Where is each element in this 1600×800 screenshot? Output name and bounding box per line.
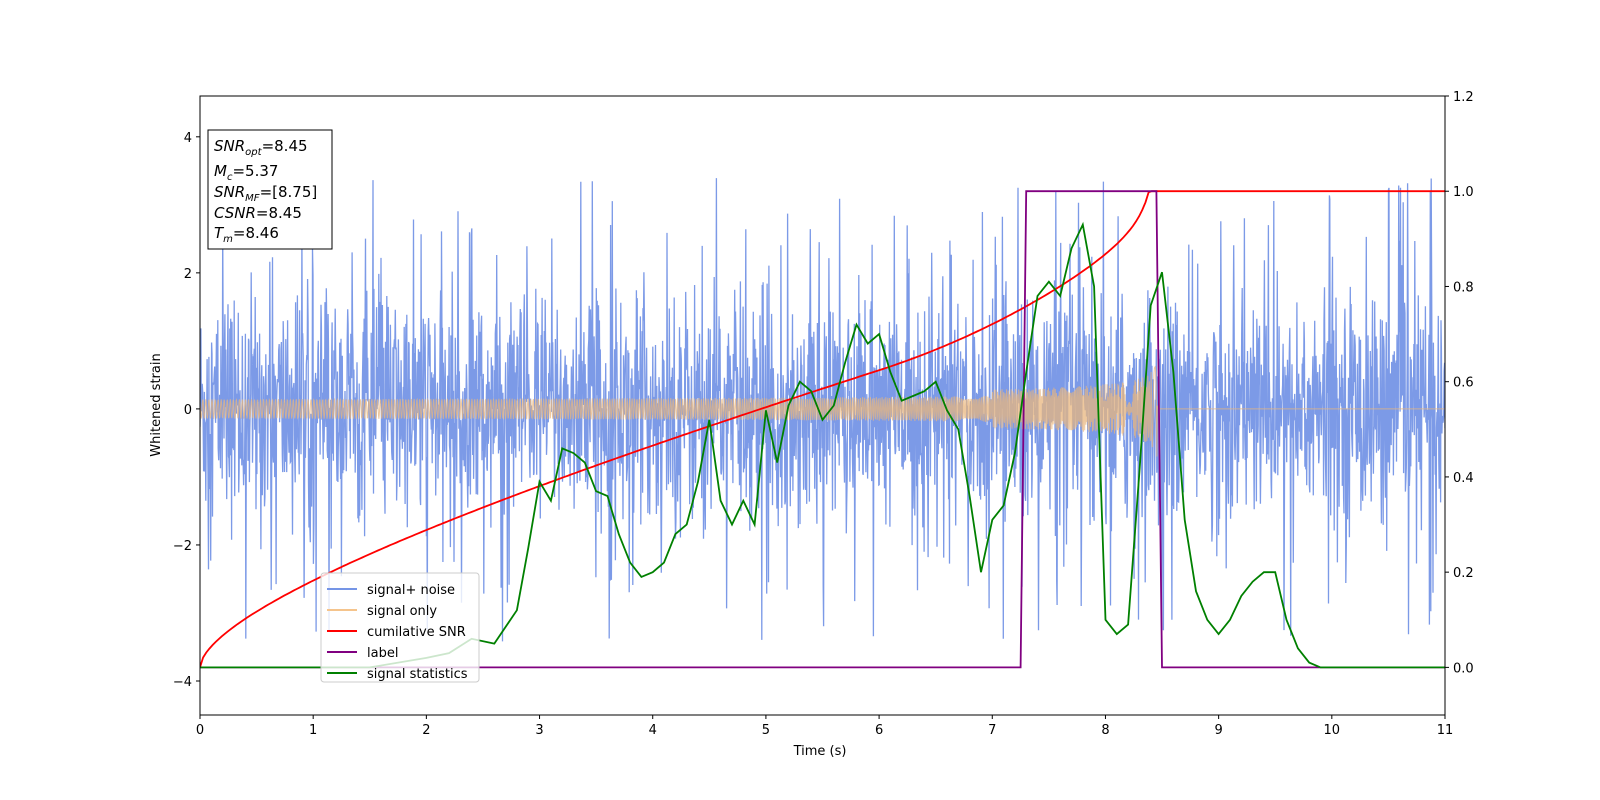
legend-label: cumilative SNR bbox=[367, 625, 466, 640]
x-tick-label: 10 bbox=[1324, 723, 1341, 738]
y-axis-left: 4 2 0 −2 −4 bbox=[173, 131, 200, 690]
series-signal-statistics bbox=[200, 221, 1445, 669]
series-label bbox=[200, 190, 1445, 669]
legend-label: signal only bbox=[367, 604, 437, 619]
legend-label: label bbox=[367, 646, 398, 661]
x-tick-label: 4 bbox=[649, 723, 657, 738]
y-right-tick-label: 1.2 bbox=[1453, 90, 1474, 105]
y-left-tick-label: −4 bbox=[173, 675, 192, 690]
y-left-tick-label: 4 bbox=[184, 131, 192, 146]
y-axis-label: Whitened strain bbox=[149, 353, 164, 456]
x-tick-label: 5 bbox=[762, 723, 770, 738]
x-tick-label: 8 bbox=[1101, 723, 1109, 738]
y-right-tick-label: 0.6 bbox=[1453, 376, 1474, 391]
x-tick-label: 11 bbox=[1437, 723, 1454, 738]
legend: signal+ noise signal only cumilative SNR la… bbox=[320, 572, 480, 683]
plot-frame bbox=[199, 95, 1446, 716]
info-line: CSNR=8.45 bbox=[214, 204, 302, 222]
x-tick-label: 2 bbox=[422, 723, 430, 738]
x-tick-label: 3 bbox=[535, 723, 543, 738]
y-right-tick-label: 0.0 bbox=[1453, 661, 1474, 676]
y-right-tick-label: 1.0 bbox=[1453, 185, 1474, 200]
y-right-tick-label: 0.8 bbox=[1453, 280, 1474, 295]
info-line: Tm=8.46 bbox=[214, 224, 279, 245]
x-tick-label: 1 bbox=[309, 723, 317, 738]
plot-area bbox=[200, 178, 1445, 669]
x-tick-label: 9 bbox=[1214, 723, 1222, 738]
x-tick-label: 6 bbox=[875, 723, 883, 738]
y-right-tick-label: 0.4 bbox=[1453, 471, 1474, 486]
legend-label: signal+ noise bbox=[367, 583, 455, 598]
series-signal-only bbox=[200, 365, 1445, 457]
legend-label: signal statistics bbox=[367, 667, 468, 682]
y-left-tick-label: −2 bbox=[173, 539, 192, 554]
x-tick-label: 7 bbox=[988, 723, 996, 738]
y-right-tick-label: 0.2 bbox=[1453, 566, 1474, 581]
x-tick-label: 0 bbox=[196, 723, 204, 738]
series-cumulative-snr bbox=[200, 190, 1445, 668]
y-axis-right: 1.2 1.0 0.8 0.6 0.4 0.2 0.0 bbox=[1445, 90, 1474, 676]
x-axis: 0 1 2 3 4 5 6 7 8 9 10 11 bbox=[196, 715, 1453, 738]
y-left-tick-label: 2 bbox=[184, 267, 192, 282]
x-axis-label: Time (s) bbox=[793, 744, 847, 759]
info-line: SNRMF=[8.75] bbox=[214, 183, 317, 204]
info-line: Mc=5.37 bbox=[214, 162, 278, 183]
info-line: SNRopt=8.45 bbox=[214, 137, 308, 158]
y-left-tick-label: 0 bbox=[184, 403, 192, 418]
series-signal-plus-noise bbox=[200, 178, 1445, 642]
